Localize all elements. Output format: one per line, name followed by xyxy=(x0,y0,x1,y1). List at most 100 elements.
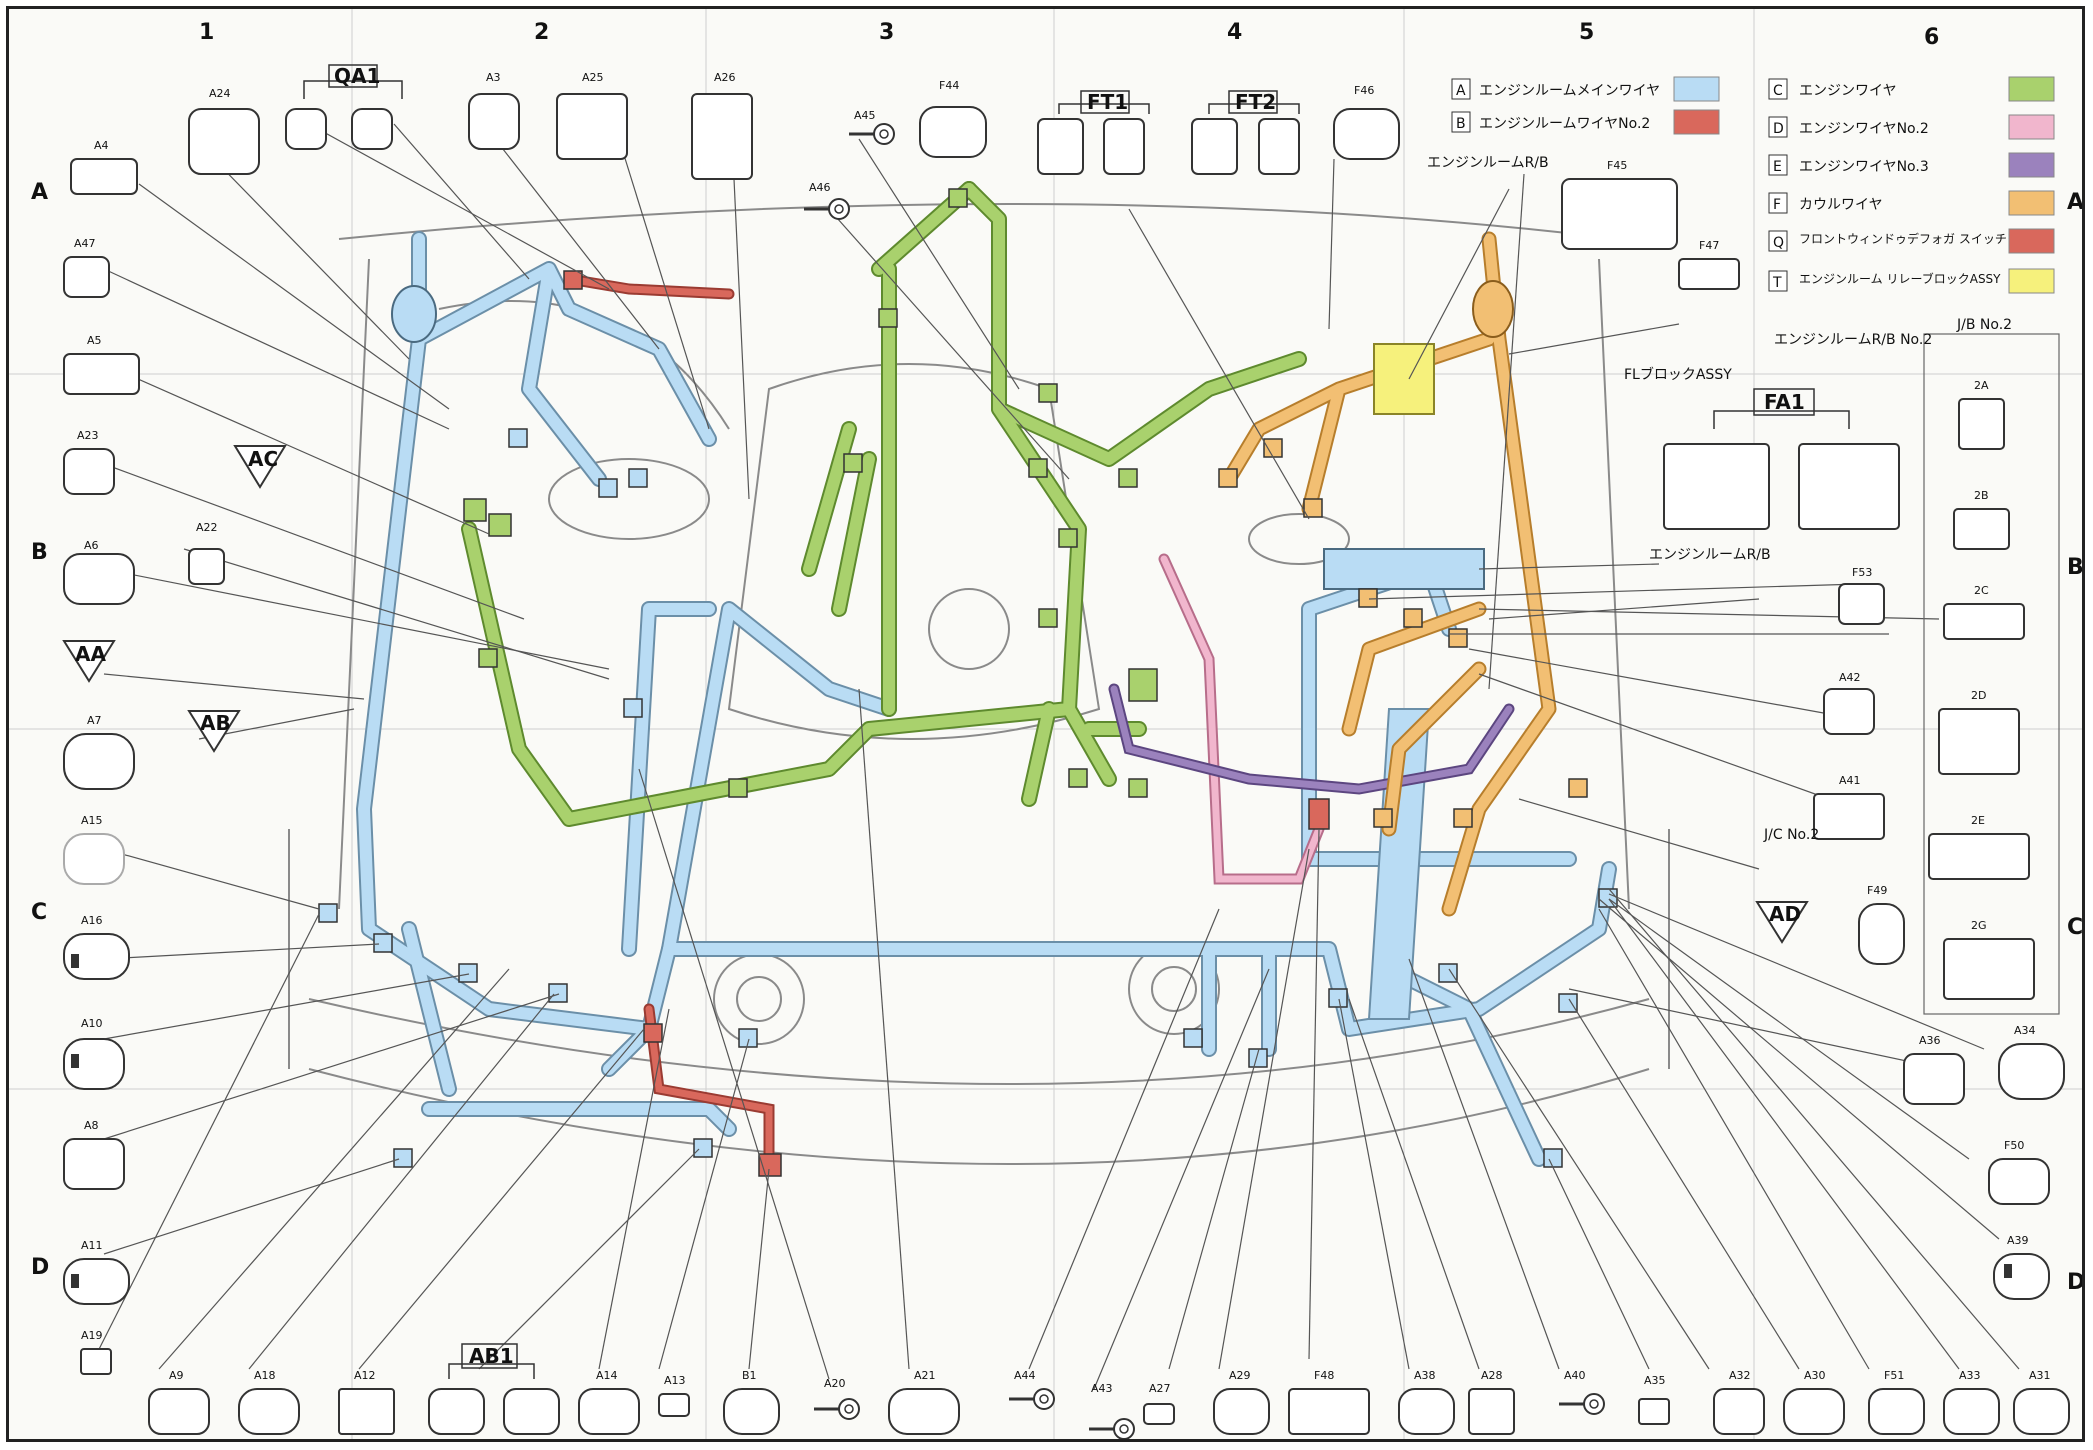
callout-er-rb: エンジンルームR/B xyxy=(1427,155,1549,171)
legend-swatch-f xyxy=(2008,190,2055,216)
conn-a10: A10 xyxy=(81,1017,103,1030)
conn-a45: A45 xyxy=(854,109,876,122)
row-d-left: D xyxy=(31,1255,49,1280)
row-c-left: C xyxy=(31,900,47,925)
conn-a33: A33 xyxy=(1959,1369,1981,1382)
conn-a6: A6 xyxy=(84,539,99,552)
grommet-f xyxy=(1472,280,1514,338)
grid-labels: 1 2 3 4 5 6 A B C D A B C D xyxy=(31,20,2085,1295)
conn-a11: A11 xyxy=(81,1239,103,1252)
marker-ac: AC xyxy=(248,447,278,471)
triangle-markers xyxy=(62,445,1809,944)
svg-text:T: T xyxy=(1772,275,1782,291)
callout-jc-no2: J/C No.2 xyxy=(1763,827,1819,843)
legend-item-f: F カウルワイヤ xyxy=(1768,190,2055,216)
conn-a35: A35 xyxy=(1644,1374,1666,1387)
legend-label-t: エンジンルーム リレーブロックASSY xyxy=(1799,271,2001,286)
harness-d xyxy=(1160,555,1323,883)
conn-a34: A34 xyxy=(2014,1024,2036,1037)
conn-f50: F50 xyxy=(2004,1139,2024,1152)
conn-a15: A15 xyxy=(81,814,103,827)
svg-text:B: B xyxy=(1456,116,1466,132)
conn-a19: A19 xyxy=(81,1329,103,1342)
conn-f48: F48 xyxy=(1314,1369,1334,1382)
conn-a32: A32 xyxy=(1729,1369,1751,1382)
relay-block-t xyxy=(1373,343,1435,415)
legend-label-e: エンジンワイヤNo.3 xyxy=(1799,159,1929,175)
col-6-label: 6 xyxy=(1924,25,1939,50)
conn-a20: A20 xyxy=(824,1377,846,1390)
conn-a8: A8 xyxy=(84,1119,99,1132)
connector-labels: A4 A24 A3 A25 A26 A45 F44 A46 F46 F45 F4… xyxy=(74,71,2051,1395)
conn-a23: A23 xyxy=(77,429,99,442)
row-d-right: D xyxy=(2067,1270,2085,1295)
col-4-label: 4 xyxy=(1227,20,1242,45)
leader-lines xyxy=(88,123,2020,1390)
conn-a5: A5 xyxy=(87,334,102,347)
conn-a38: A38 xyxy=(1414,1369,1436,1382)
callout-jb-no2: J/B No.2 xyxy=(1956,317,2012,333)
legend-label-f: カウルワイヤ xyxy=(1799,197,1883,213)
connector-icons xyxy=(63,93,2070,1435)
conn-2g: 2G xyxy=(1971,919,1987,932)
legend-label-b: エンジンルームワイヤNo.2 xyxy=(1479,116,1650,132)
conn-a3: A3 xyxy=(486,71,501,84)
conn-b1: B1 xyxy=(742,1369,757,1382)
harness-c xyxy=(463,183,1305,825)
conn-a9: A9 xyxy=(169,1369,184,1382)
legend-item-a: A エンジンルームメインワイヤ xyxy=(1451,76,1720,102)
row-a-left: A xyxy=(31,180,48,205)
conn-a46: A46 xyxy=(809,181,831,194)
conn-2c: 2C xyxy=(1974,584,1989,597)
conn-a28: A28 xyxy=(1481,1369,1503,1382)
conn-f51: F51 xyxy=(1884,1369,1904,1382)
conn-a13: A13 xyxy=(664,1374,686,1387)
col-1-label: 1 xyxy=(199,20,214,45)
harness-a xyxy=(358,233,1615,1165)
legend-item-q: Q フロントウィンドゥデフォガ スイッチワイヤ xyxy=(1768,228,2055,254)
conn-a36: A36 xyxy=(1919,1034,1941,1047)
conn-a25: A25 xyxy=(582,71,604,84)
legend-swatch-e xyxy=(2008,152,2055,178)
legend-swatch-c xyxy=(2008,76,2055,102)
row-a-right: A xyxy=(2067,190,2084,215)
legend-swatch-q xyxy=(2008,228,2055,254)
row-b-right: B xyxy=(2067,555,2084,580)
conn-a14: A14 xyxy=(596,1369,618,1382)
relay-block-er-rb xyxy=(1323,548,1485,590)
legend-label-a: エンジンルームメインワイヤ xyxy=(1479,83,1660,99)
legend-label-d: エンジンワイヤNo.2 xyxy=(1799,121,1929,137)
wiring-diagram: 1 2 3 4 5 6 A B C D A B C D xyxy=(9,9,2085,1439)
svg-text:A: A xyxy=(1456,83,1466,99)
marker-aa: AA xyxy=(75,642,106,666)
conn-a41: A41 xyxy=(1839,774,1861,787)
legend-swatch-b xyxy=(1673,109,1720,135)
legend-item-e: E エンジンワイヤNo.3 xyxy=(1768,152,2055,178)
conn-a12: A12 xyxy=(354,1369,376,1382)
conn-a26: A26 xyxy=(714,71,736,84)
legend-swatch-t xyxy=(2008,268,2055,294)
group-ft1: FT1 xyxy=(1087,90,1128,114)
wiring-diagram-frame: 1 2 3 4 5 6 A B C D A B C D xyxy=(6,6,2085,1442)
legend-item-c: C エンジンワイヤ xyxy=(1768,76,2055,102)
svg-text:Q: Q xyxy=(1773,235,1784,251)
col-2-label: 2 xyxy=(534,20,549,45)
harness-b xyxy=(565,275,773,1173)
conn-2a: 2A xyxy=(1974,379,1989,392)
legend-label-q: フロントウィンドゥデフォガ スイッチワイヤ xyxy=(1799,231,2042,246)
conn-a40: A40 xyxy=(1564,1369,1586,1382)
row-c-right: C xyxy=(2067,915,2083,940)
conn-a47: A47 xyxy=(74,237,96,250)
conn-2d: 2D xyxy=(1971,689,1986,702)
legend-item-b: B エンジンルームワイヤNo.2 xyxy=(1451,109,1720,135)
legend-label-c: エンジンワイヤ xyxy=(1799,83,1897,99)
legend-swatch-d xyxy=(2008,114,2055,140)
conn-a29: A29 xyxy=(1229,1369,1251,1382)
callout-er-rb-b: エンジンルームR/B xyxy=(1649,547,1771,563)
grommet-a xyxy=(391,285,437,343)
conn-a42: A42 xyxy=(1839,671,1861,684)
conn-2e: 2E xyxy=(1971,814,1985,827)
row-b-left: B xyxy=(31,540,48,565)
conn-a43: A43 xyxy=(1091,1382,1113,1395)
conn-a16: A16 xyxy=(81,914,103,927)
